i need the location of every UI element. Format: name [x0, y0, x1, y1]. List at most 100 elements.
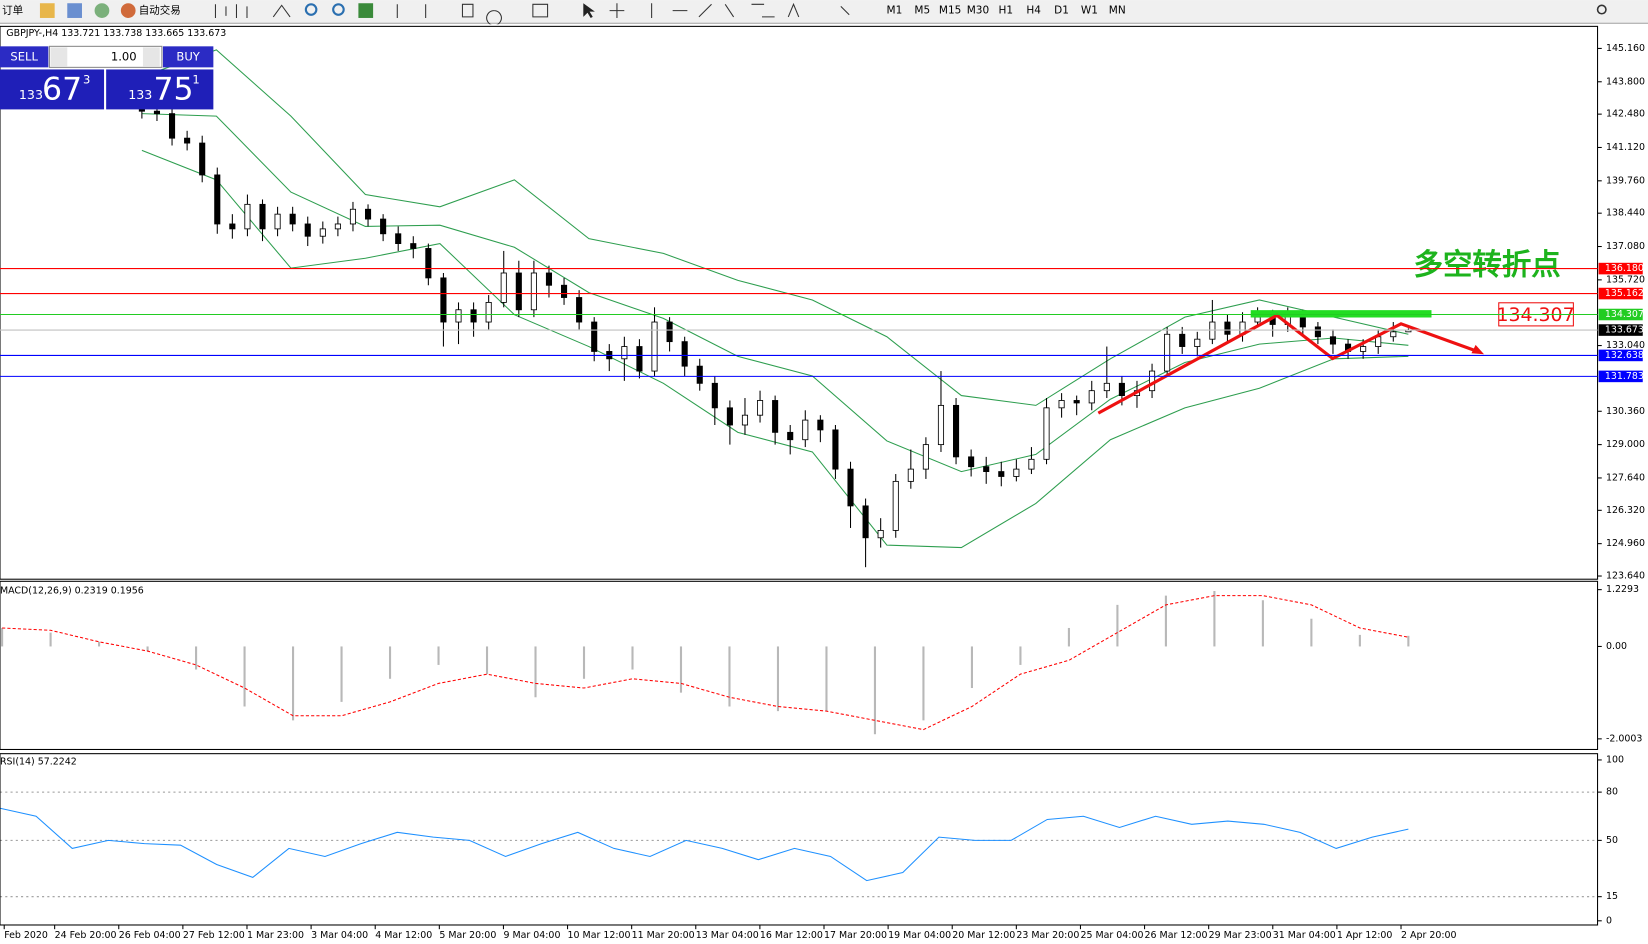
- macd-y-tick-label: -2.0003: [1606, 733, 1642, 744]
- macd-bar: [922, 646, 925, 721]
- zoom-in[interactable]: [304, 3, 318, 16]
- candle-body: [817, 419, 824, 431]
- macd-bar: [582, 646, 586, 679]
- candle-body: [591, 321, 598, 352]
- chart-type-icons[interactable]: [214, 4, 291, 18]
- x-tick-label: 23 Mar 20:00: [1016, 930, 1079, 941]
- sell-button[interactable]: [0, 46, 49, 68]
- buy-label[interactable]: BUY: [176, 49, 200, 63]
- rsi-y-tick-label: 50: [1606, 835, 1618, 846]
- timeframe-button[interactable]: M5: [914, 5, 930, 17]
- candle-body: [545, 272, 553, 286]
- rsi-panel-border: [0, 753, 1599, 926]
- timeframe-button[interactable]: H4: [1026, 5, 1041, 17]
- timeframe-button[interactable]: M30: [967, 5, 989, 17]
- macd-bar: [728, 646, 731, 707]
- candle-body: [651, 321, 658, 372]
- candle-body: [229, 223, 236, 230]
- rsi-line: [0, 807, 1409, 882]
- y-tick-label: 129.000: [1606, 439, 1645, 450]
- x-tick-label: 26 Mar 12:00: [1145, 930, 1208, 941]
- buy-price-main: 75: [153, 71, 193, 107]
- toolbar-icons[interactable]: [396, 3, 549, 26]
- macd-bar: [873, 646, 877, 735]
- buy-price-small: 1: [192, 72, 199, 86]
- lot-value[interactable]: 1.00: [111, 49, 137, 63]
- macd-bar: [485, 646, 489, 675]
- macd-bar: [1164, 595, 1167, 647]
- lot-down[interactable]: [50, 47, 68, 67]
- macd-bar: [1116, 604, 1119, 647]
- icon[interactable]: [39, 3, 55, 18]
- buy-button[interactable]: [162, 46, 214, 68]
- candle-body: [1254, 316, 1261, 323]
- tile-icon[interactable]: [358, 3, 374, 18]
- x-tick-label: 17 Mar 20:00: [824, 930, 887, 941]
- zoom-out[interactable]: [332, 3, 345, 16]
- autotrade-button[interactable]: 自动交易: [139, 4, 181, 17]
- search[interactable]: [1596, 4, 1607, 15]
- sell-price-box[interactable]: [0, 69, 105, 110]
- sell-price-big: 133: [19, 87, 43, 102]
- macd-bar: [679, 646, 683, 693]
- y-tick-label: 127.640: [1606, 472, 1645, 483]
- new-order-button[interactable]: 订单: [2, 5, 23, 17]
- candle-body: [184, 137, 191, 144]
- autotrade-icon[interactable]: [120, 3, 136, 18]
- macd-bar: [776, 646, 780, 712]
- candle-body: [425, 248, 432, 279]
- sell-price-small: 3: [83, 72, 90, 86]
- price-level-tag: [1598, 308, 1643, 321]
- icon[interactable]: [94, 3, 110, 18]
- candle-body: [802, 419, 809, 441]
- macd-bar: [1358, 634, 1361, 647]
- drawing-tools[interactable]: [609, 2, 850, 18]
- lot-up[interactable]: [142, 47, 160, 67]
- candle-body: [576, 297, 583, 323]
- timeframe-button[interactable]: D1: [1054, 5, 1069, 17]
- macd-bar: [340, 646, 343, 702]
- candle-body: [153, 110, 161, 115]
- timeframe-button[interactable]: MN: [1109, 5, 1126, 17]
- timeframe-button[interactable]: M15: [939, 5, 961, 17]
- candle-body: [1329, 336, 1337, 345]
- cursor-tool[interactable]: [583, 3, 595, 18]
- candle-body: [319, 228, 326, 237]
- x-tick-label: 27 Feb 12:00: [183, 930, 245, 941]
- macd-bar: [437, 646, 440, 665]
- candle-body: [862, 505, 869, 539]
- candle-body: [500, 272, 507, 303]
- rsi-y-tick-label: 80: [1606, 787, 1618, 798]
- candle-body: [922, 444, 929, 470]
- candle-body: [1224, 321, 1231, 335]
- timeframe-button[interactable]: M1: [887, 5, 903, 17]
- candle-body: [772, 400, 779, 433]
- rsi-y-tick-label: 100: [1606, 754, 1624, 765]
- y-tick-label: 138.440: [1606, 208, 1645, 219]
- y-tick-label: 143.800: [1606, 76, 1645, 87]
- candle-body: [1118, 382, 1125, 396]
- y-tick-label: 123.640: [1606, 571, 1645, 582]
- lot-input[interactable]: [48, 45, 163, 68]
- buy-price-box[interactable]: [106, 69, 214, 110]
- macd-y-tick-label: 0.00: [1606, 641, 1627, 652]
- sell-label[interactable]: SELL: [10, 49, 38, 63]
- candle-body: [289, 213, 296, 225]
- timeframe-button[interactable]: W1: [1081, 5, 1098, 17]
- macd-bar: [195, 646, 198, 670]
- candle-body: [832, 429, 839, 470]
- timeframe-button[interactable]: H1: [999, 5, 1014, 17]
- price-level-label: 135.162: [1605, 288, 1644, 299]
- icon[interactable]: [67, 3, 82, 18]
- candle-body: [1314, 326, 1321, 338]
- candle-body: [560, 284, 568, 298]
- candle-body: [168, 113, 176, 139]
- price-level-label: 132.638: [1605, 350, 1644, 361]
- candle-body: [937, 404, 945, 446]
- candle-body: [1043, 407, 1050, 460]
- toolbar: [0, 0, 1648, 24]
- macd-bar: [534, 646, 537, 698]
- arrow-head: [1471, 344, 1485, 355]
- y-tick-label: 133.040: [1606, 340, 1645, 351]
